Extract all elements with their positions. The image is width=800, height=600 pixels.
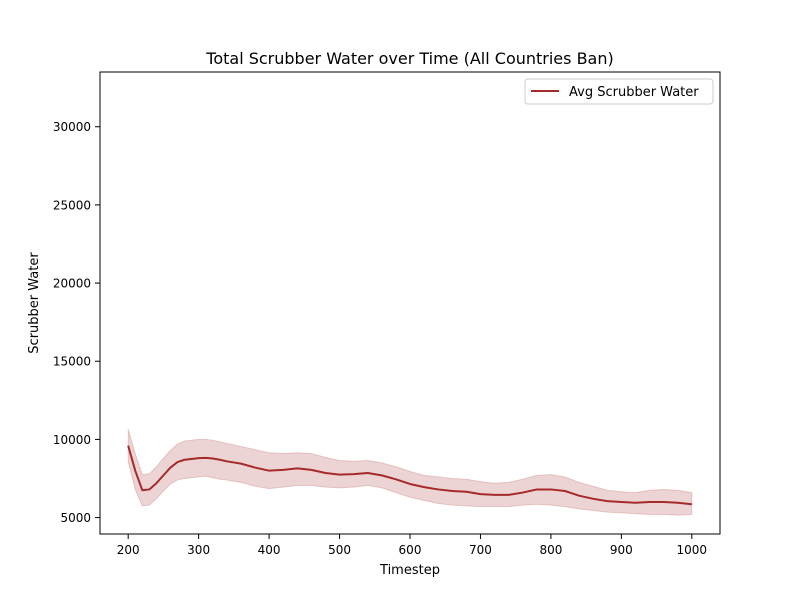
data-point xyxy=(310,469,312,471)
data-point xyxy=(437,488,439,490)
data-point xyxy=(606,500,608,502)
x-axis: 200 300 400 500 600 700 800 900 1000 xyxy=(117,534,707,557)
data-point xyxy=(662,501,664,503)
data-point xyxy=(465,491,467,493)
data-point xyxy=(507,494,509,496)
data-point xyxy=(296,467,298,469)
data-point xyxy=(479,493,481,495)
data-point xyxy=(240,462,242,464)
data-point xyxy=(522,491,524,493)
data-point xyxy=(148,488,150,490)
data-point xyxy=(451,490,453,492)
data-point xyxy=(268,469,270,471)
data-point xyxy=(620,501,622,503)
data-point xyxy=(197,457,199,459)
x-tick-label: 800 xyxy=(539,543,562,557)
data-point xyxy=(338,473,340,475)
y-tick-label: 25000 xyxy=(53,198,91,212)
data-point xyxy=(226,460,228,462)
y-axis-label: Scrubber Water xyxy=(27,252,42,354)
data-point xyxy=(648,501,650,503)
legend-box xyxy=(524,78,714,105)
x-tick-label: 300 xyxy=(187,543,210,557)
data-point xyxy=(204,457,206,459)
data-point xyxy=(493,494,495,496)
data-point xyxy=(141,489,143,491)
x-tick-label: 400 xyxy=(258,543,281,557)
data-point xyxy=(677,502,679,504)
x-tick-label: 600 xyxy=(399,543,422,557)
y-tick-label: 20000 xyxy=(53,277,91,291)
x-axis-label: Timestep xyxy=(379,563,440,578)
data-point xyxy=(162,474,164,476)
data-point xyxy=(134,469,136,471)
y-tick-label: 5000 xyxy=(60,511,91,525)
x-tick-label: 700 xyxy=(469,543,492,557)
data-point xyxy=(592,498,594,500)
legend-label-avg-scrubber-water: Avg Scrubber Water xyxy=(569,85,699,100)
x-tick-label: 1000 xyxy=(677,543,708,557)
data-point xyxy=(352,473,354,475)
data-point xyxy=(395,478,397,480)
data-point xyxy=(324,472,326,474)
data-point xyxy=(381,474,383,476)
chart-title: Total Scrubber Water over Time (All Coun… xyxy=(205,49,613,68)
confidence-band-layer xyxy=(127,429,693,516)
data-point xyxy=(550,488,552,490)
y-axis: 5000 10000 15000 20000 25000 30000 xyxy=(53,120,100,525)
data-point xyxy=(176,461,178,463)
x-tick-label: 200 xyxy=(117,543,140,557)
data-point xyxy=(564,490,566,492)
y-tick-label: 10000 xyxy=(53,433,91,447)
data-point xyxy=(219,459,221,461)
data-point xyxy=(578,495,580,497)
series-line-0 xyxy=(127,445,692,506)
series-line-layer xyxy=(127,444,693,506)
data-point xyxy=(634,502,636,504)
data-point xyxy=(367,472,369,474)
data-point xyxy=(190,458,192,460)
data-point xyxy=(183,459,185,461)
data-point xyxy=(169,466,171,468)
y-tick-label: 15000 xyxy=(53,355,91,369)
data-point xyxy=(254,466,256,468)
data-point xyxy=(409,483,411,485)
legend: Avg Scrubber Water xyxy=(524,78,714,105)
confidence-band-0 xyxy=(127,429,693,516)
data-point xyxy=(155,482,157,484)
x-tick-label: 500 xyxy=(328,543,351,557)
x-tick-label: 900 xyxy=(610,543,633,557)
data-point xyxy=(423,486,425,488)
data-point xyxy=(282,469,284,471)
y-tick-label: 30000 xyxy=(53,120,91,134)
data-point xyxy=(536,488,538,490)
data-point xyxy=(212,457,214,459)
data-point xyxy=(127,444,129,446)
data-point xyxy=(691,503,693,505)
